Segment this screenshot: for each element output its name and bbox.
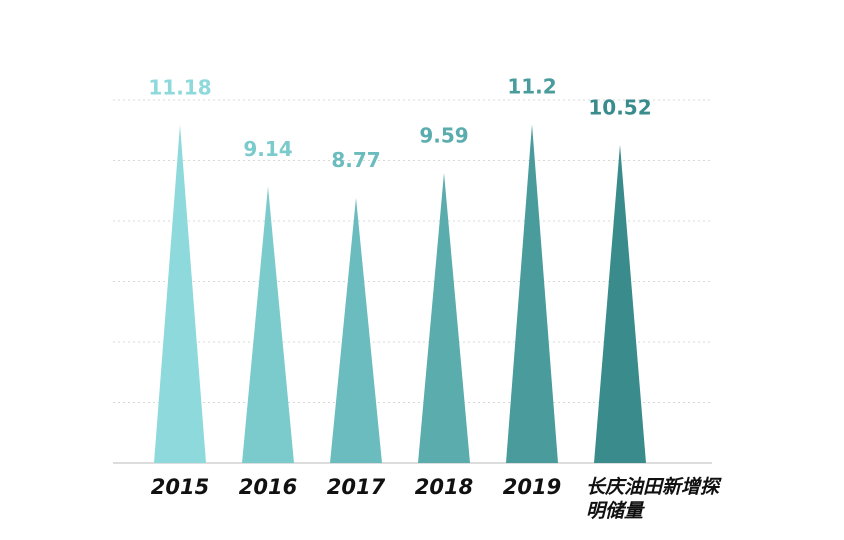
bar — [154, 124, 206, 464]
x-tick-label: 2019 — [502, 475, 562, 499]
value-label: 8.77 — [331, 148, 380, 172]
bar — [242, 186, 294, 463]
x-tick-label: 2017 — [326, 475, 386, 499]
value-label: 9.14 — [243, 137, 292, 161]
bar — [330, 197, 382, 463]
x-tick-label: 2016 — [238, 475, 298, 499]
value-label: 11.2 — [507, 75, 556, 99]
bar — [506, 124, 558, 463]
bar — [594, 144, 646, 463]
value-label: 11.18 — [148, 75, 211, 99]
value-label: 10.52 — [588, 95, 651, 119]
x-tick-label: 长庆油田新增探明储量 — [586, 476, 720, 522]
value-label: 9.59 — [419, 123, 468, 147]
bar — [418, 172, 470, 463]
x-tick-label: 2018 — [414, 475, 474, 499]
x-tick-label: 2015 — [150, 475, 210, 499]
